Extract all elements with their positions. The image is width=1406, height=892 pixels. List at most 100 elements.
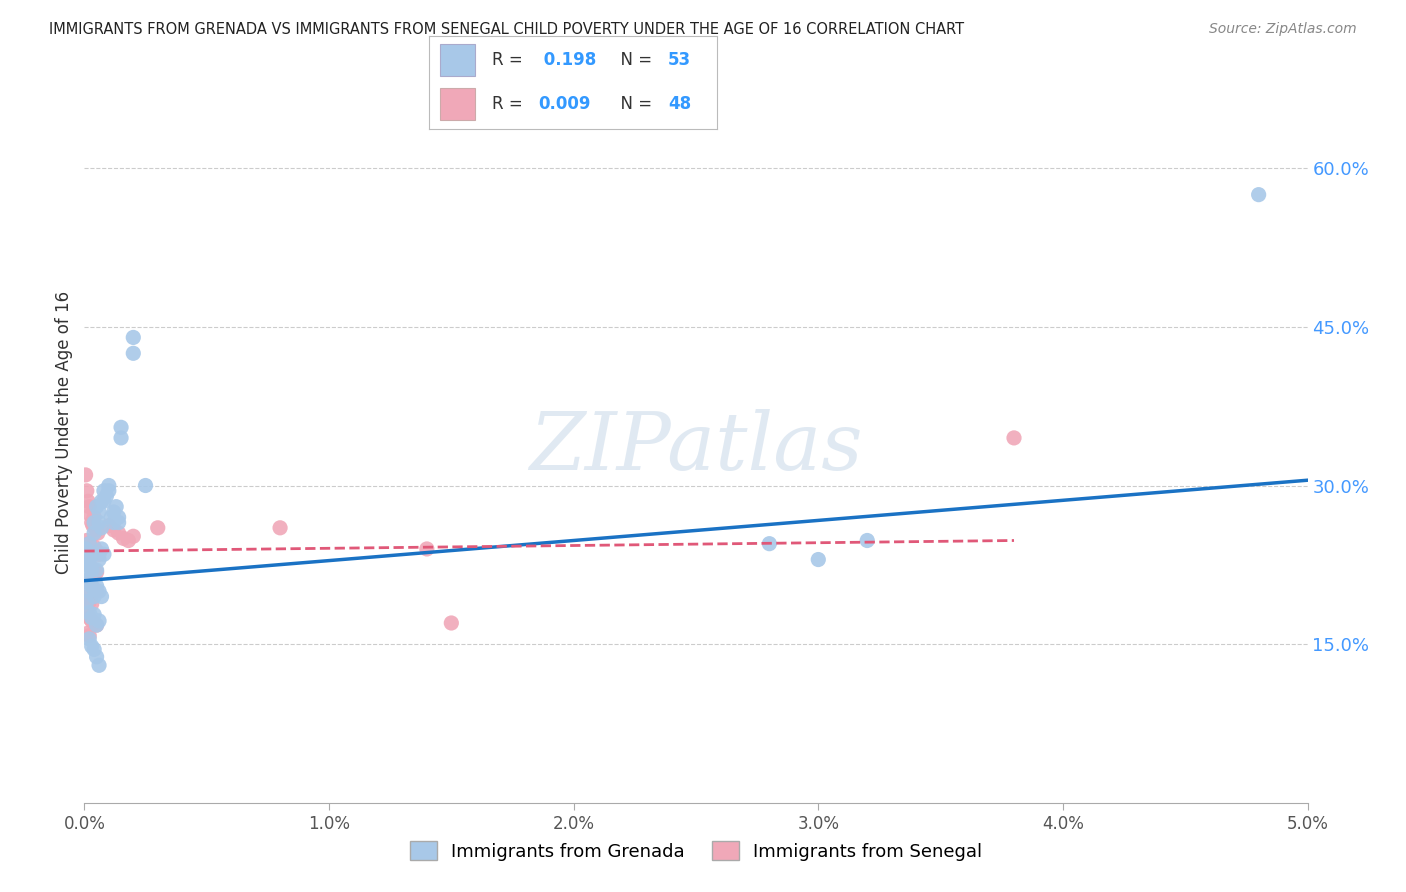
- Point: [103, 505, 125, 519]
- Point: [77, 606, 100, 620]
- Point: [86, 649, 108, 664]
- Point: [87, 547, 110, 561]
- Point: [87, 516, 110, 530]
- Point: [77, 536, 100, 550]
- Legend: Immigrants from Grenada, Immigrants from Senegal: Immigrants from Grenada, Immigrants from…: [402, 834, 990, 868]
- Point: [83, 590, 105, 604]
- Point: [93, 483, 115, 498]
- Text: IMMIGRANTS FROM GRENADA VS IMMIGRANTS FROM SENEGAL CHILD POVERTY UNDER THE AGE O: IMMIGRANTS FROM GRENADA VS IMMIGRANTS FR…: [49, 22, 965, 37]
- Point: [856, 533, 879, 548]
- Point: [76, 483, 98, 498]
- Point: [80, 541, 103, 556]
- Point: [1002, 431, 1025, 445]
- Point: [82, 518, 104, 533]
- Point: [110, 420, 132, 434]
- Point: [87, 614, 110, 628]
- Point: [80, 563, 103, 577]
- Point: [83, 510, 105, 524]
- Point: [90, 590, 112, 604]
- Point: [80, 640, 103, 654]
- Text: 53: 53: [668, 52, 692, 70]
- Point: [86, 584, 108, 599]
- Point: [146, 521, 169, 535]
- Point: [77, 536, 100, 550]
- Point: [122, 346, 145, 360]
- Point: [83, 582, 105, 596]
- Point: [76, 555, 98, 569]
- Point: [77, 595, 100, 609]
- Point: [80, 516, 103, 530]
- Point: [83, 540, 105, 554]
- Point: [87, 526, 110, 541]
- Point: [76, 607, 98, 622]
- Point: [110, 431, 132, 445]
- Point: [76, 574, 98, 588]
- Point: [75, 467, 97, 482]
- Point: [807, 552, 830, 566]
- Point: [86, 618, 108, 632]
- Point: [97, 483, 120, 498]
- Point: [87, 584, 110, 599]
- Point: [269, 521, 291, 535]
- Point: [416, 541, 439, 556]
- Point: [122, 529, 145, 543]
- Point: [103, 516, 125, 530]
- Point: [75, 563, 97, 577]
- Point: [76, 558, 98, 572]
- Point: [76, 590, 98, 604]
- Point: [80, 561, 103, 575]
- Point: [80, 610, 103, 624]
- Point: [80, 579, 103, 593]
- Point: [80, 579, 103, 593]
- Point: [83, 526, 105, 541]
- Point: [80, 597, 103, 611]
- Point: [77, 629, 100, 643]
- Point: [77, 584, 100, 599]
- Point: [76, 574, 98, 588]
- Point: [83, 563, 105, 577]
- Point: [86, 618, 108, 632]
- Point: [90, 521, 112, 535]
- Point: [758, 536, 780, 550]
- Point: [105, 500, 128, 514]
- Point: [100, 510, 122, 524]
- Point: [107, 516, 129, 530]
- Text: 0.009: 0.009: [538, 95, 591, 112]
- Point: [77, 558, 100, 572]
- Point: [107, 526, 129, 541]
- Y-axis label: Child Poverty Under the Age of 16: Child Poverty Under the Age of 16: [55, 291, 73, 574]
- Point: [90, 494, 112, 508]
- Point: [87, 552, 110, 566]
- Point: [80, 614, 103, 628]
- Point: [75, 541, 97, 556]
- Point: [83, 547, 105, 561]
- Text: N =: N =: [610, 95, 658, 112]
- Point: [97, 518, 120, 533]
- Point: [96, 489, 118, 503]
- Point: [103, 523, 125, 537]
- Point: [86, 563, 108, 577]
- Text: ZIPatlas: ZIPatlas: [529, 409, 863, 486]
- Point: [86, 544, 108, 558]
- Point: [84, 521, 107, 535]
- Point: [83, 615, 105, 630]
- Point: [122, 330, 145, 344]
- Point: [86, 579, 108, 593]
- Point: [79, 508, 101, 522]
- FancyBboxPatch shape: [440, 44, 475, 76]
- Point: [107, 510, 129, 524]
- Point: [77, 610, 100, 624]
- Point: [135, 478, 157, 492]
- Point: [77, 500, 100, 514]
- Text: N =: N =: [610, 52, 658, 70]
- Point: [87, 658, 110, 673]
- Point: [93, 494, 115, 508]
- Text: 0.198: 0.198: [538, 52, 596, 70]
- Point: [83, 642, 105, 657]
- Point: [77, 575, 100, 590]
- Point: [117, 533, 139, 548]
- Point: [97, 478, 120, 492]
- Point: [86, 500, 108, 514]
- Point: [77, 494, 100, 508]
- Point: [90, 541, 112, 556]
